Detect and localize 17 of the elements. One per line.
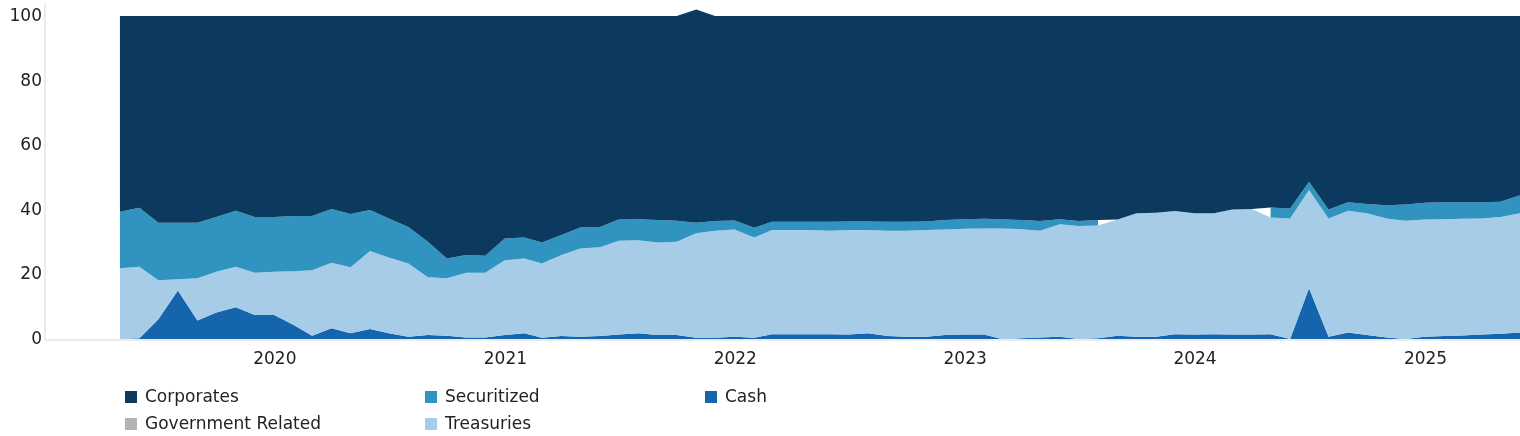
legend-label: Corporates [145,386,239,406]
x-tick-label: 2021 [483,348,528,368]
legend-label: Government Related [145,413,321,433]
legend-label: Treasuries [444,413,532,433]
x-tick-label: 2025 [1403,348,1448,368]
legend-label: Securitized [445,386,540,406]
y-tick-label: 20 [20,263,42,284]
y-tick-label: 60 [20,134,42,155]
y-tick-label: 80 [20,69,42,90]
legend-label: Cash [725,386,767,406]
y-tick-label: 40 [20,198,42,219]
x-tick-label: 2022 [713,348,757,368]
x-tick-label: 2020 [253,348,297,368]
y-tick-label: 0 [31,328,42,348]
y-tick-label: 100 [9,4,42,25]
x-tick-label: 2023 [943,348,987,368]
x-tick-label: 2024 [1173,348,1217,368]
